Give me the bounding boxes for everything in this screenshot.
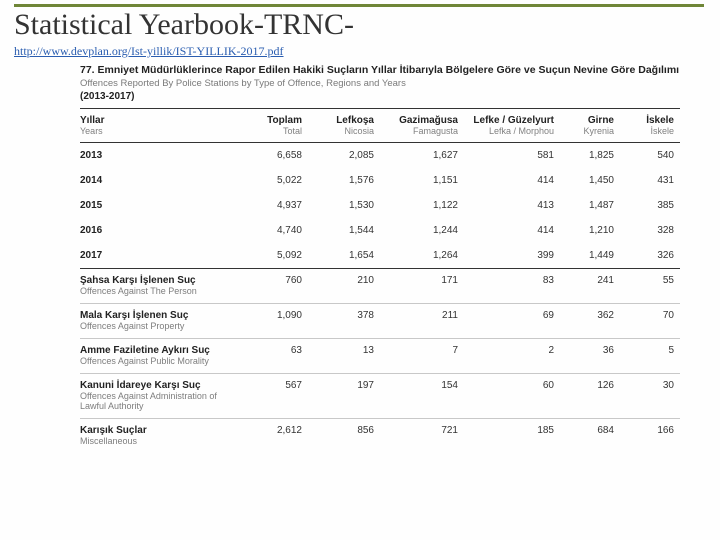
cell-value: 5,022 (236, 168, 308, 193)
cell-value: 1,627 (380, 142, 464, 168)
category-label: Karışık SuçlarMiscellaneous (80, 418, 236, 452)
category-label: Kanuni İdareye Karşı SuçOffences Against… (80, 373, 236, 418)
category-label: Amme Faziletine Aykırı SuçOffences Again… (80, 338, 236, 373)
category-label: Mala Karşı İşlenen SuçOffences Against P… (80, 303, 236, 338)
cell-value: 210 (308, 268, 380, 303)
cell-value: 414 (464, 168, 560, 193)
cell-value: 5 (620, 338, 680, 373)
cell-value: 36 (560, 338, 620, 373)
cell-value: 211 (380, 303, 464, 338)
cell-value: 760 (236, 268, 308, 303)
cell-value: 1,530 (308, 193, 380, 218)
cell-value: 540 (620, 142, 680, 168)
cell-value: 399 (464, 243, 560, 269)
table-row: 20145,0221,5761,1514141,450431 (80, 168, 680, 193)
column-header: Lefke / GüzelyurtLefka / Morphou (464, 108, 560, 142)
year-label: 2014 (80, 168, 236, 193)
cell-value: 4,740 (236, 218, 308, 243)
cell-value: 171 (380, 268, 464, 303)
cell-value: 581 (464, 142, 560, 168)
table-row: 20164,7401,5441,2444141,210328 (80, 218, 680, 243)
cell-value: 684 (560, 418, 620, 452)
table-heading-tr: 77. Emniyet Müdürlüklerince Rapor Edilen… (80, 64, 680, 78)
table-row: Kanuni İdareye Karşı SuçOffences Against… (80, 373, 680, 418)
cell-value: 328 (620, 218, 680, 243)
cell-value: 154 (380, 373, 464, 418)
table-row: Şahsa Karşı İşlenen SuçOffences Against … (80, 268, 680, 303)
cell-value: 1,449 (560, 243, 620, 269)
cell-value: 1,090 (236, 303, 308, 338)
table-row: Mala Karşı İşlenen SuçOffences Against P… (80, 303, 680, 338)
cell-value: 378 (308, 303, 380, 338)
category-label: Şahsa Karşı İşlenen SuçOffences Against … (80, 268, 236, 303)
column-header: ToplamTotal (236, 108, 308, 142)
cell-value: 413 (464, 193, 560, 218)
table-row: 20136,6582,0851,6275811,825540 (80, 142, 680, 168)
year-label: 2015 (80, 193, 236, 218)
cell-value: 1,487 (560, 193, 620, 218)
cell-value: 1,576 (308, 168, 380, 193)
offences-table-container: 77. Emniyet Müdürlüklerince Rapor Edilen… (80, 64, 680, 453)
column-header: LefkoşaNicosia (308, 108, 380, 142)
cell-value: 414 (464, 218, 560, 243)
cell-value: 567 (236, 373, 308, 418)
cell-value: 1,450 (560, 168, 620, 193)
table-row: 20175,0921,6541,2643991,449326 (80, 243, 680, 269)
cell-value: 4,937 (236, 193, 308, 218)
column-header: GazimağusaFamagusta (380, 108, 464, 142)
source-link[interactable]: http://www.devplan.org/Ist-yillik/IST-YI… (14, 44, 284, 59)
cell-value: 2,612 (236, 418, 308, 452)
cell-value: 63 (236, 338, 308, 373)
cell-value: 69 (464, 303, 560, 338)
cell-value: 83 (464, 268, 560, 303)
year-label: 2016 (80, 218, 236, 243)
cell-value: 721 (380, 418, 464, 452)
table-heading-en: Offences Reported By Police Stations by … (80, 78, 680, 90)
cell-value: 1,122 (380, 193, 464, 218)
cell-value: 1,210 (560, 218, 620, 243)
cell-value: 13 (308, 338, 380, 373)
cell-value: 7 (380, 338, 464, 373)
table-years-range: (2013-2017) (80, 91, 680, 102)
table-row: Amme Faziletine Aykırı SuçOffences Again… (80, 338, 680, 373)
cell-value: 2,085 (308, 142, 380, 168)
cell-value: 5,092 (236, 243, 308, 269)
cell-value: 70 (620, 303, 680, 338)
cell-value: 2 (464, 338, 560, 373)
page-title: Statistical Yearbook-TRNC- (14, 8, 354, 42)
accent-bar (14, 4, 704, 7)
cell-value: 856 (308, 418, 380, 452)
table-row: 20154,9371,5301,1224131,487385 (80, 193, 680, 218)
cell-value: 385 (620, 193, 680, 218)
cell-value: 362 (560, 303, 620, 338)
offences-table: YıllarYearsToplamTotalLefkoşaNicosiaGazi… (80, 108, 680, 453)
cell-value: 55 (620, 268, 680, 303)
cell-value: 1,544 (308, 218, 380, 243)
year-label: 2013 (80, 142, 236, 168)
table-row: Karışık SuçlarMiscellaneous2,61285672118… (80, 418, 680, 452)
cell-value: 1,264 (380, 243, 464, 269)
cell-value: 1,825 (560, 142, 620, 168)
column-header: YıllarYears (80, 108, 236, 142)
column-header: İskeleİskele (620, 108, 680, 142)
cell-value: 6,658 (236, 142, 308, 168)
cell-value: 1,654 (308, 243, 380, 269)
cell-value: 185 (464, 418, 560, 452)
cell-value: 197 (308, 373, 380, 418)
cell-value: 326 (620, 243, 680, 269)
cell-value: 1,151 (380, 168, 464, 193)
cell-value: 30 (620, 373, 680, 418)
cell-value: 241 (560, 268, 620, 303)
cell-value: 126 (560, 373, 620, 418)
cell-value: 166 (620, 418, 680, 452)
cell-value: 431 (620, 168, 680, 193)
table-header-row: YıllarYearsToplamTotalLefkoşaNicosiaGazi… (80, 108, 680, 142)
year-label: 2017 (80, 243, 236, 269)
cell-value: 60 (464, 373, 560, 418)
column-header: GirneKyrenia (560, 108, 620, 142)
cell-value: 1,244 (380, 218, 464, 243)
